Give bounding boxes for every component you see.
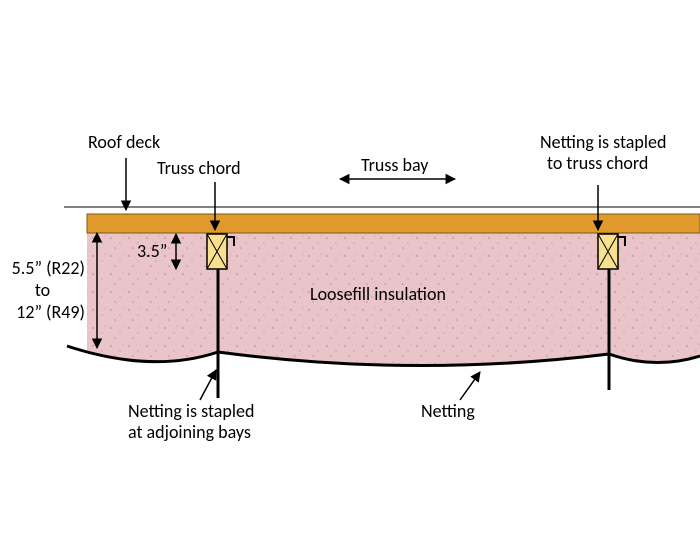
label-truss-chord: Truss chord (157, 158, 241, 179)
label-depth-3: 12” (R49) (0, 302, 85, 323)
label-chord-depth: 3.5” (137, 241, 167, 262)
label-depth-2: to (0, 280, 85, 301)
label-truss-bay: Truss bay (361, 155, 428, 176)
label-netting-stapled-chord-2: to truss chord (547, 153, 648, 174)
label-netting-adjoining-2: at adjoining bays (128, 422, 251, 443)
label-depth-1: 5.5” (R22) (0, 258, 85, 279)
label-loosefill: Loosefill insulation (310, 284, 446, 305)
label-netting: Netting (421, 401, 475, 422)
label-netting-stapled-chord-1: Netting is stapled (540, 132, 666, 153)
label-roof-deck: Roof deck (88, 132, 160, 153)
roof-deck (87, 214, 700, 233)
label-netting-adjoining-1: Netting is stapled (128, 401, 254, 422)
roof-insulation-diagram (0, 0, 700, 539)
arrow-netting-adjoining (200, 370, 216, 400)
arrow-netting (460, 372, 480, 400)
